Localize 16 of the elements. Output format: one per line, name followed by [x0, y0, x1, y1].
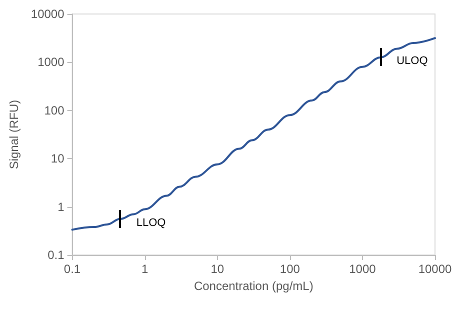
annotation: ULOQ: [396, 55, 428, 68]
x-tick-label: 0.1: [64, 262, 81, 276]
x-axis-title: Concentration (pg/mL): [194, 278, 314, 293]
x-tick-label: 1000: [349, 262, 376, 276]
y-tick-label: 100: [44, 103, 65, 118]
x-tick-label: 10000: [418, 262, 452, 276]
y-axis-title: Signal (RFU): [7, 100, 21, 170]
y-tick-label: 10000: [30, 7, 65, 21]
y-tick-label: 10: [50, 152, 65, 166]
x-tick-label: 10: [210, 262, 224, 276]
y-tick-label: 1: [58, 200, 65, 214]
y-tick-label: 1000: [38, 55, 65, 70]
x-tick-label: 1: [141, 262, 148, 276]
annotation: LLOQ: [136, 216, 166, 229]
x-tick-label: 100: [280, 262, 300, 276]
y-tick-label: 0.1: [48, 248, 65, 262]
